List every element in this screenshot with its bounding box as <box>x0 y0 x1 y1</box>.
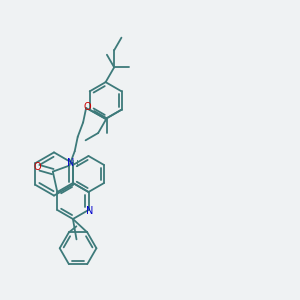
Text: H: H <box>71 160 78 169</box>
Text: O: O <box>33 161 41 172</box>
Text: N: N <box>86 206 94 217</box>
Text: O: O <box>83 101 91 112</box>
Text: N: N <box>67 158 74 168</box>
